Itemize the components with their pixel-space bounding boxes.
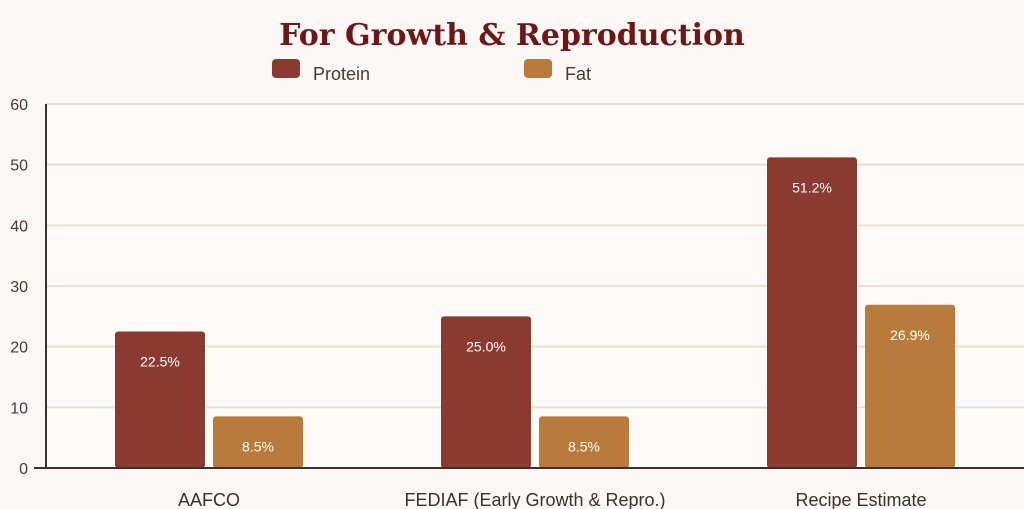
- y-tick-label: 20: [10, 340, 28, 357]
- x-category-label: AAFCO: [178, 490, 240, 509]
- legend-swatch-fat: [524, 59, 552, 78]
- bar-protein-2: [767, 157, 857, 469]
- data-label: 8.5%: [568, 438, 600, 454]
- data-label: 22.5%: [140, 354, 180, 370]
- y-tick-label: 10: [10, 400, 28, 417]
- axis-layer: 0 10 20 30 40 50 60 AAFCO FEDIAF (Early Growth &…: [10, 97, 1024, 509]
- bar-protein-1: [441, 316, 531, 468]
- legend-label-protein: Protein: [313, 64, 370, 84]
- y-tick-label: 0: [19, 461, 28, 478]
- bar-fat-2: [865, 304, 955, 468]
- legend: Protein Fat: [272, 59, 591, 84]
- x-category-label: Recipe Estimate: [795, 490, 926, 509]
- y-tick-label: 60: [10, 97, 28, 114]
- bar-fat-0: [213, 416, 303, 468]
- bars-layer: 22.5% 8.5% 25.0% 8.5% 51.2% 26.9%: [115, 157, 955, 469]
- bar-fat-1: [539, 416, 629, 468]
- y-tick-label: 30: [10, 279, 28, 296]
- legend-swatch-protein: [272, 59, 300, 78]
- grid-layer: [46, 103, 1024, 409]
- chart-title: For Growth & Reproduction: [279, 18, 745, 53]
- y-tick-label: 40: [10, 218, 28, 235]
- bar-protein-0: [115, 331, 205, 468]
- y-tick-label: 50: [10, 158, 28, 175]
- x-category-label: FEDIAF (Early Growth & Repro.): [404, 490, 665, 509]
- legend-label-fat: Fat: [565, 64, 591, 84]
- data-label: 25.0%: [466, 338, 506, 354]
- data-label: 51.2%: [792, 179, 832, 195]
- data-label: 8.5%: [242, 438, 274, 454]
- data-label: 26.9%: [890, 327, 930, 343]
